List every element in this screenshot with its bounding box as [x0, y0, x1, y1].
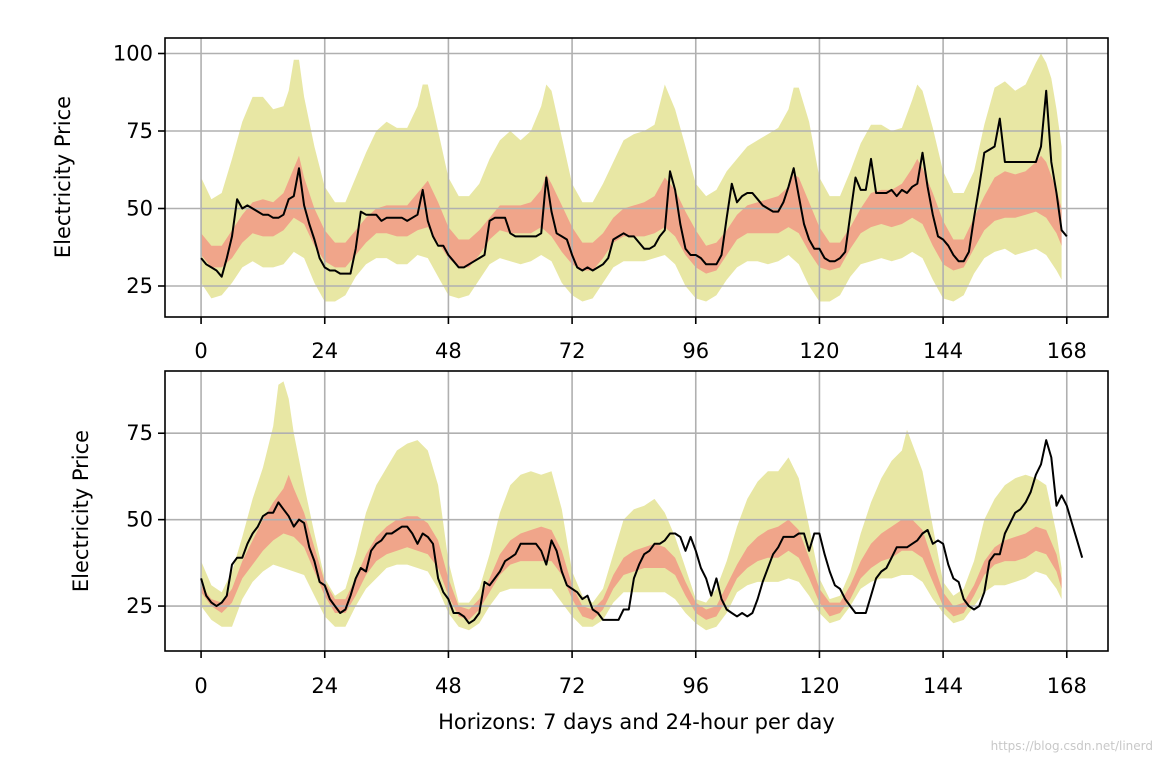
x-tick-label: 24: [311, 339, 338, 363]
x-tick-label: 48: [435, 339, 462, 363]
y-tick-label: 100: [113, 42, 153, 66]
y-tick-label: 75: [126, 421, 153, 445]
x-tick-label: 24: [311, 674, 338, 698]
y-tick-label: 50: [126, 508, 153, 532]
axes-frame: [164, 370, 1109, 652]
x-tick-label: 168: [1047, 339, 1087, 363]
axes-frame: [164, 37, 1109, 318]
chart-panel-2: 0 24 48 72 96 120 144 168 25 50 75 Electricity Pric…: [69, 370, 1109, 734]
x-tick-label: 144: [923, 674, 963, 698]
x-tick-label: 48: [435, 674, 462, 698]
x-tick-label: 72: [559, 339, 586, 363]
y-axis-label: Electricity Price: [51, 96, 75, 258]
y-tick-label: 75: [126, 119, 153, 143]
series-line-actual-price: [200, 439, 1084, 625]
x-tick-label: 72: [559, 674, 586, 698]
y-tick-label: 25: [126, 594, 153, 618]
series-line-actual-price: [200, 89, 1068, 278]
x-tick-label: 120: [799, 674, 839, 698]
x-tick-label: 0: [194, 674, 207, 698]
x-tick-label: 144: [923, 339, 963, 363]
x-tick-label: 96: [682, 339, 709, 363]
watermark: https://blog.csdn.net/linerd: [990, 739, 1153, 753]
band-outer-interval: [201, 381, 1062, 631]
x-tick-label: 0: [194, 339, 207, 363]
y-tick-label: 50: [126, 197, 153, 221]
x-tick-label: 120: [799, 339, 839, 363]
y-tick-label: 25: [126, 274, 153, 298]
y-axis-label: Electricity Price: [69, 430, 93, 592]
chart-panel-1: 0 24 48 72 96 120 144 168 25 50 75 100 Electricity P…: [51, 37, 1109, 363]
x-tick-label: 168: [1047, 674, 1087, 698]
x-tick-label: 96: [682, 674, 709, 698]
x-axis-label: Horizons: 7 days and 24-hour per day: [438, 710, 835, 734]
